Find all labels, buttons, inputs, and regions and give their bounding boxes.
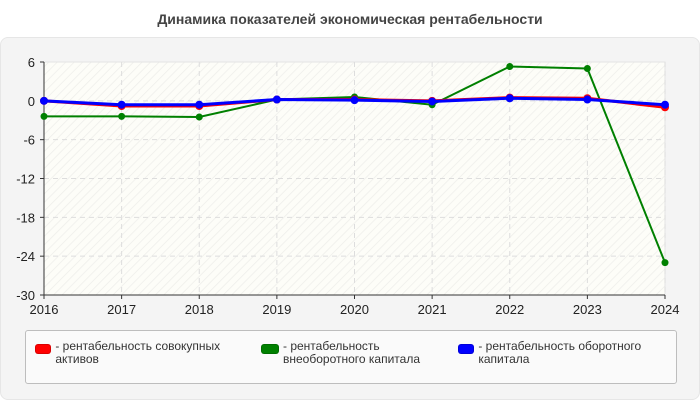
data-series <box>40 63 669 267</box>
data-point[interactable] <box>195 100 204 109</box>
data-point[interactable] <box>661 259 669 267</box>
green-swatch-icon <box>261 344 279 354</box>
x-tick-label: 2018 <box>185 302 214 317</box>
legend-item-total-assets[interactable]: - рентабельность совокупных активов <box>35 340 245 366</box>
data-point[interactable] <box>583 95 592 104</box>
legend-label: - рентабельность оборотного капитала <box>478 339 642 366</box>
x-tick-label: 2021 <box>418 302 447 317</box>
data-point[interactable] <box>583 64 591 72</box>
x-tick-label: 2017 <box>107 302 136 317</box>
x-tick-label: 2020 <box>340 302 369 317</box>
y-tick-label: -6 <box>23 133 35 148</box>
data-point[interactable] <box>195 113 203 121</box>
data-point[interactable] <box>40 112 48 120</box>
x-tick-label: 2016 <box>30 302 59 317</box>
blue-swatch-icon <box>458 344 475 354</box>
data-point[interactable] <box>117 100 126 109</box>
x-tick-label: 2022 <box>495 302 524 317</box>
x-tick-label: 2024 <box>651 302 680 317</box>
data-point[interactable] <box>428 97 437 106</box>
y-tick-label: -30 <box>16 288 35 303</box>
data-point[interactable] <box>272 95 281 104</box>
chart-title: Динамика показателей экономическая рента… <box>157 11 543 27</box>
legend-label: - рентабельность совокупных активов <box>55 339 221 366</box>
legend-item-current-capital[interactable]: - рентабельность оборотного капитала <box>458 340 673 366</box>
y-tick-label: -18 <box>16 210 35 225</box>
x-tick-label: 2019 <box>262 302 291 317</box>
data-point[interactable] <box>506 63 514 71</box>
y-tick-label: 0 <box>28 94 35 109</box>
y-tick-label: -24 <box>16 249 35 264</box>
y-tick-label: -12 <box>16 172 35 187</box>
x-tick-label: 2023 <box>573 302 602 317</box>
y-tick-label: 6 <box>28 55 35 70</box>
series-line <box>40 94 669 109</box>
data-point[interactable] <box>350 96 359 105</box>
data-point[interactable] <box>505 94 514 103</box>
data-point[interactable] <box>40 96 48 105</box>
legend-item-noncurrent-capital[interactable]: - рентабельность внеоборотного капитала <box>261 340 431 366</box>
data-point[interactable] <box>118 112 126 120</box>
data-point[interactable] <box>661 100 669 109</box>
legend-label: - рентабельность внеоборотного капитала <box>283 339 420 366</box>
chart-legend: - рентабельность совокупных активов - ре… <box>25 330 677 384</box>
red-swatch-icon <box>35 344 52 354</box>
